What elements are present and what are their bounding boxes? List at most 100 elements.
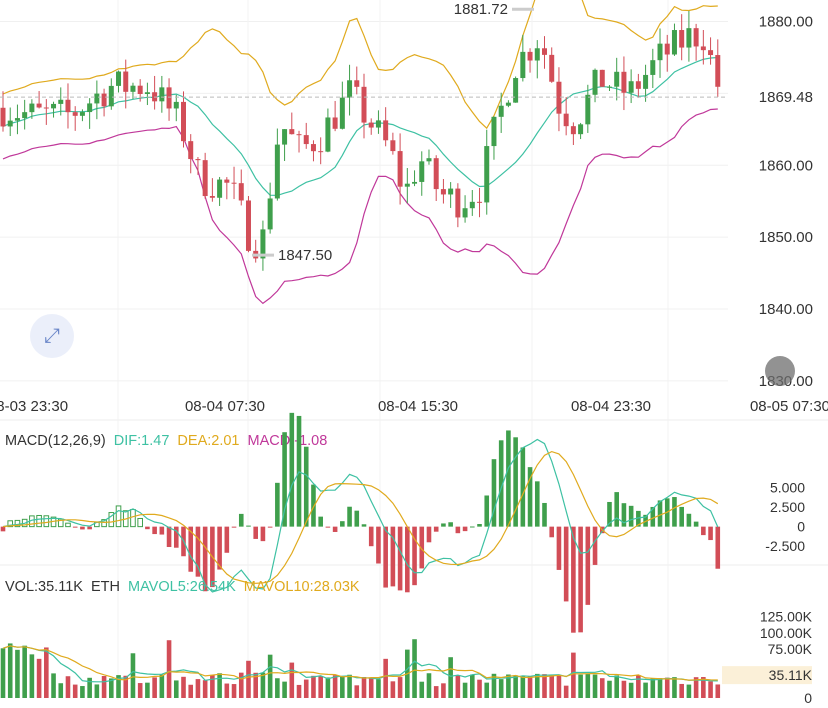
candle-body bbox=[397, 151, 403, 187]
volume-bar bbox=[506, 674, 511, 698]
macd-histogram-bar bbox=[43, 515, 50, 528]
candle-body bbox=[606, 86, 612, 88]
volume-bar bbox=[231, 684, 237, 698]
candle-body bbox=[549, 54, 555, 82]
price-tick-label: 1840.00 bbox=[759, 301, 813, 318]
time-tick-label: 08-04 23:30 bbox=[571, 398, 651, 415]
volume-bar bbox=[491, 673, 497, 698]
volume-bar bbox=[137, 683, 143, 698]
candle-body bbox=[440, 189, 446, 195]
macd-histogram-bar bbox=[72, 526, 78, 528]
scroll-handle[interactable] bbox=[765, 356, 795, 386]
macd-params: MACD(12,26,9) bbox=[5, 433, 106, 449]
volume-bar bbox=[664, 677, 670, 698]
expand-icon[interactable]: ⤢ bbox=[30, 314, 74, 358]
macd-histogram-bar bbox=[311, 484, 316, 527]
macd-histogram-bar bbox=[513, 437, 518, 527]
candle-body bbox=[462, 208, 468, 218]
candle-body bbox=[22, 112, 28, 119]
macd-histogram-bar bbox=[484, 495, 490, 527]
candle-body bbox=[7, 120, 13, 127]
candle-body bbox=[130, 85, 136, 92]
candle-body bbox=[592, 69, 598, 95]
candle-body bbox=[87, 103, 93, 113]
dea-value: 2.01 bbox=[211, 433, 239, 449]
macd-histogram-bar bbox=[650, 506, 656, 527]
volume-bar bbox=[534, 673, 540, 698]
volume-bar bbox=[94, 684, 100, 698]
candle-body bbox=[657, 43, 663, 61]
volume-bar bbox=[166, 640, 172, 698]
candle-body bbox=[455, 188, 461, 218]
macd-histogram-bar bbox=[527, 467, 533, 527]
candle-body bbox=[217, 179, 223, 198]
candle-body bbox=[36, 103, 42, 108]
macd-axis: 5.000 2.500 0 -2.500 bbox=[765, 479, 805, 554]
candle-body bbox=[245, 200, 251, 251]
candle-body bbox=[505, 102, 511, 106]
volume-bar bbox=[22, 645, 27, 698]
volume-bar bbox=[303, 679, 309, 698]
volume-bar bbox=[0, 648, 6, 698]
macd-histogram-bar bbox=[470, 526, 475, 528]
mavol10-value: 28.03K bbox=[314, 579, 360, 595]
volume-bar bbox=[130, 653, 136, 698]
macd-histogram-bar bbox=[477, 524, 482, 527]
candle-body bbox=[614, 71, 620, 87]
volume-bar bbox=[498, 679, 504, 698]
macd-histogram-bar bbox=[253, 526, 258, 539]
volume-bar bbox=[72, 684, 78, 698]
macd-histogram-bar bbox=[340, 521, 345, 527]
volume-bar bbox=[188, 684, 194, 698]
macd-histogram-bar bbox=[166, 526, 172, 548]
macd-histogram-bar bbox=[368, 526, 374, 547]
volume-bar bbox=[657, 678, 663, 698]
volume-bar bbox=[51, 673, 56, 698]
volume-bar bbox=[7, 643, 13, 698]
macd-histogram-bar bbox=[65, 522, 71, 528]
candle-body bbox=[108, 85, 114, 107]
volume-bar bbox=[195, 679, 201, 698]
volume-bar bbox=[145, 682, 150, 698]
volume-bar bbox=[29, 654, 35, 698]
macd-histogram-bar bbox=[433, 526, 439, 532]
svg-text:MACD(12,26,9) DIF:1.47: MACD(12,26,9) DIF:1.47 DEA:2.01 MACD:-1.… bbox=[5, 433, 327, 449]
volume-bar bbox=[267, 654, 273, 698]
volume-bar bbox=[80, 686, 85, 698]
volume-bar bbox=[513, 675, 518, 698]
macd-histogram-bar bbox=[289, 412, 295, 527]
macd-histogram-bar bbox=[188, 526, 194, 572]
low-label: 1847.50 bbox=[278, 247, 332, 264]
candle-body bbox=[361, 86, 367, 123]
candle-body bbox=[556, 81, 562, 114]
volume-bar bbox=[708, 681, 713, 698]
macd-label: MACD: bbox=[248, 433, 295, 449]
macd-histogram-bar bbox=[448, 522, 453, 527]
macd-histogram-bar bbox=[101, 519, 107, 528]
volume-bar bbox=[693, 677, 699, 698]
price-tick-label: 1860.00 bbox=[759, 157, 813, 174]
volume-bar bbox=[650, 678, 656, 698]
volume-bar bbox=[15, 649, 20, 698]
volume-bar bbox=[672, 677, 677, 698]
candle-body bbox=[303, 135, 309, 145]
candle-body bbox=[621, 71, 627, 93]
candle-body bbox=[643, 74, 649, 89]
volume-bar bbox=[376, 679, 381, 698]
candle-body bbox=[433, 158, 439, 190]
macd-histogram-bar bbox=[173, 526, 179, 548]
ma-line bbox=[2, 56, 718, 197]
volume-bar bbox=[101, 676, 107, 698]
candle-body bbox=[310, 144, 316, 152]
macd-histogram-bar bbox=[441, 523, 446, 527]
macd-histogram-bar bbox=[303, 446, 309, 527]
price-overlays bbox=[2, 0, 718, 305]
macd-histogram-bar bbox=[361, 524, 367, 527]
macd-histogram-bar bbox=[224, 526, 230, 553]
macd-histogram-bar bbox=[672, 497, 677, 527]
volume-bar bbox=[686, 684, 692, 698]
dea-line bbox=[2, 450, 719, 584]
